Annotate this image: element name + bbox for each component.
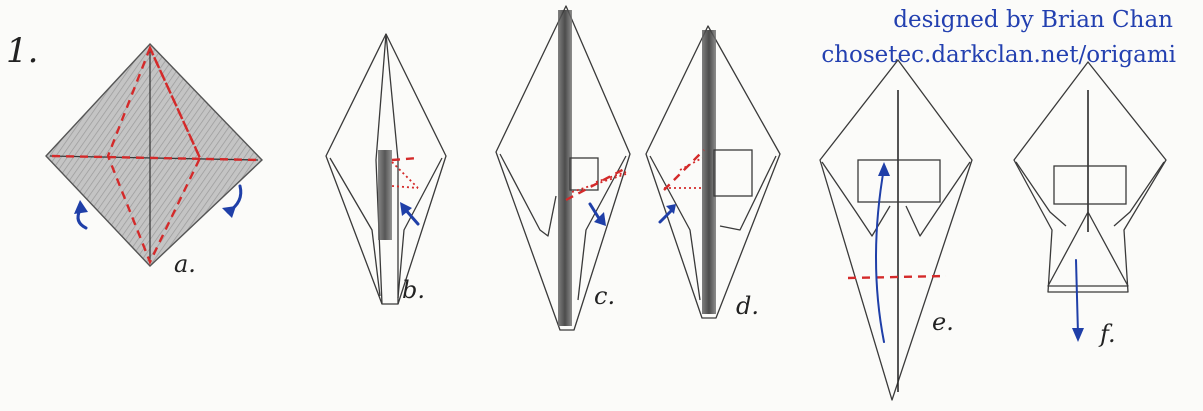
diagram-f: f. bbox=[1013, 61, 1167, 348]
diagram-c: c. bbox=[495, 5, 631, 331]
squash-flap bbox=[1053, 165, 1127, 205]
crease bbox=[397, 157, 443, 299]
crease bbox=[821, 161, 891, 237]
crease bbox=[499, 153, 557, 237]
arrow-head bbox=[878, 162, 890, 176]
hidden-fold-line bbox=[571, 171, 627, 193]
hidden-fold-line bbox=[391, 161, 419, 189]
crease bbox=[329, 157, 381, 297]
kite-outline bbox=[819, 59, 973, 401]
crease bbox=[577, 155, 627, 301]
crease bbox=[649, 155, 701, 301]
substep-label-f: f. bbox=[1098, 320, 1116, 348]
credit-designer: designed by Brian Chan bbox=[893, 7, 1173, 33]
arrow-head bbox=[1072, 328, 1084, 342]
inner-flap bbox=[375, 33, 387, 305]
substep-label-a: a. bbox=[174, 250, 196, 278]
crease bbox=[719, 155, 777, 231]
fold-down-arrow bbox=[1075, 259, 1079, 335]
arrow-head bbox=[666, 204, 676, 214]
fold-up-arrow bbox=[875, 167, 885, 343]
valley-fold-line bbox=[148, 47, 202, 159]
center-ridge bbox=[702, 30, 716, 314]
substep-label-c: c. bbox=[594, 282, 615, 310]
valley-fold-line bbox=[847, 274, 947, 280]
kite-outline bbox=[495, 5, 631, 331]
diagram-e: e. bbox=[819, 59, 973, 401]
step-number: 1. bbox=[6, 31, 38, 71]
substep-label-e: e. bbox=[932, 308, 954, 336]
squash-flap bbox=[713, 149, 753, 197]
crease bbox=[905, 161, 971, 237]
credit-url: chosetec.darkclan.net/origami bbox=[821, 42, 1176, 68]
center-ridge bbox=[558, 10, 572, 326]
center-ridge bbox=[378, 150, 392, 240]
crease bbox=[1015, 161, 1165, 227]
folded-triangle bbox=[1047, 211, 1129, 287]
diagram-d: d. bbox=[645, 25, 781, 320]
pull-arrow bbox=[588, 202, 602, 222]
valley-fold-line bbox=[663, 149, 705, 191]
valley-fold-line bbox=[106, 44, 202, 265]
diamond-paper bbox=[45, 42, 263, 267]
kite-outline bbox=[325, 33, 447, 305]
hidden-fold-line bbox=[664, 157, 703, 189]
substep-label-b: b. bbox=[402, 276, 425, 304]
arrow-head bbox=[400, 202, 412, 216]
arrow-head bbox=[222, 206, 236, 218]
diagram-b: b. bbox=[325, 33, 447, 305]
squash-flap bbox=[857, 159, 941, 203]
diagram-a: a. bbox=[45, 42, 263, 278]
substep-label-d: d. bbox=[736, 292, 759, 320]
push-arrow bbox=[658, 208, 674, 224]
kite-outline bbox=[645, 25, 781, 319]
valley-fold-line bbox=[391, 156, 419, 162]
kite-outline bbox=[1013, 61, 1167, 293]
arrow-head bbox=[594, 212, 606, 226]
arrow-head bbox=[74, 200, 88, 214]
valley-fold-line bbox=[51, 154, 261, 162]
